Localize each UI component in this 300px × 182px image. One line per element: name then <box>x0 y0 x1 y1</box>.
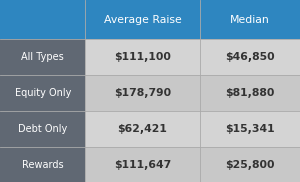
Text: $178,790: $178,790 <box>114 88 171 98</box>
Bar <box>85 147 200 182</box>
Text: Average Raise: Average Raise <box>103 15 182 25</box>
Bar <box>85 111 200 147</box>
Bar <box>200 0 300 39</box>
Bar <box>0 147 85 182</box>
Bar <box>0 0 85 39</box>
Text: $46,850: $46,850 <box>225 52 274 62</box>
Bar <box>200 39 300 75</box>
Text: Median: Median <box>230 15 270 25</box>
Bar <box>0 75 85 111</box>
Text: $81,880: $81,880 <box>225 88 274 98</box>
Bar <box>200 111 300 147</box>
Text: All Types: All Types <box>21 52 64 62</box>
Bar <box>85 39 200 75</box>
Text: $111,647: $111,647 <box>114 160 171 170</box>
Text: $62,421: $62,421 <box>118 124 167 134</box>
Text: Equity Only: Equity Only <box>15 88 71 98</box>
Text: $25,800: $25,800 <box>225 160 274 170</box>
Bar <box>200 75 300 111</box>
Bar <box>200 147 300 182</box>
Bar <box>0 111 85 147</box>
Text: Rewards: Rewards <box>22 160 64 170</box>
Text: $111,100: $111,100 <box>114 52 171 62</box>
Text: Debt Only: Debt Only <box>18 124 68 134</box>
Text: $15,341: $15,341 <box>225 124 274 134</box>
Bar <box>0 39 85 75</box>
Bar <box>85 75 200 111</box>
Bar <box>85 0 200 39</box>
